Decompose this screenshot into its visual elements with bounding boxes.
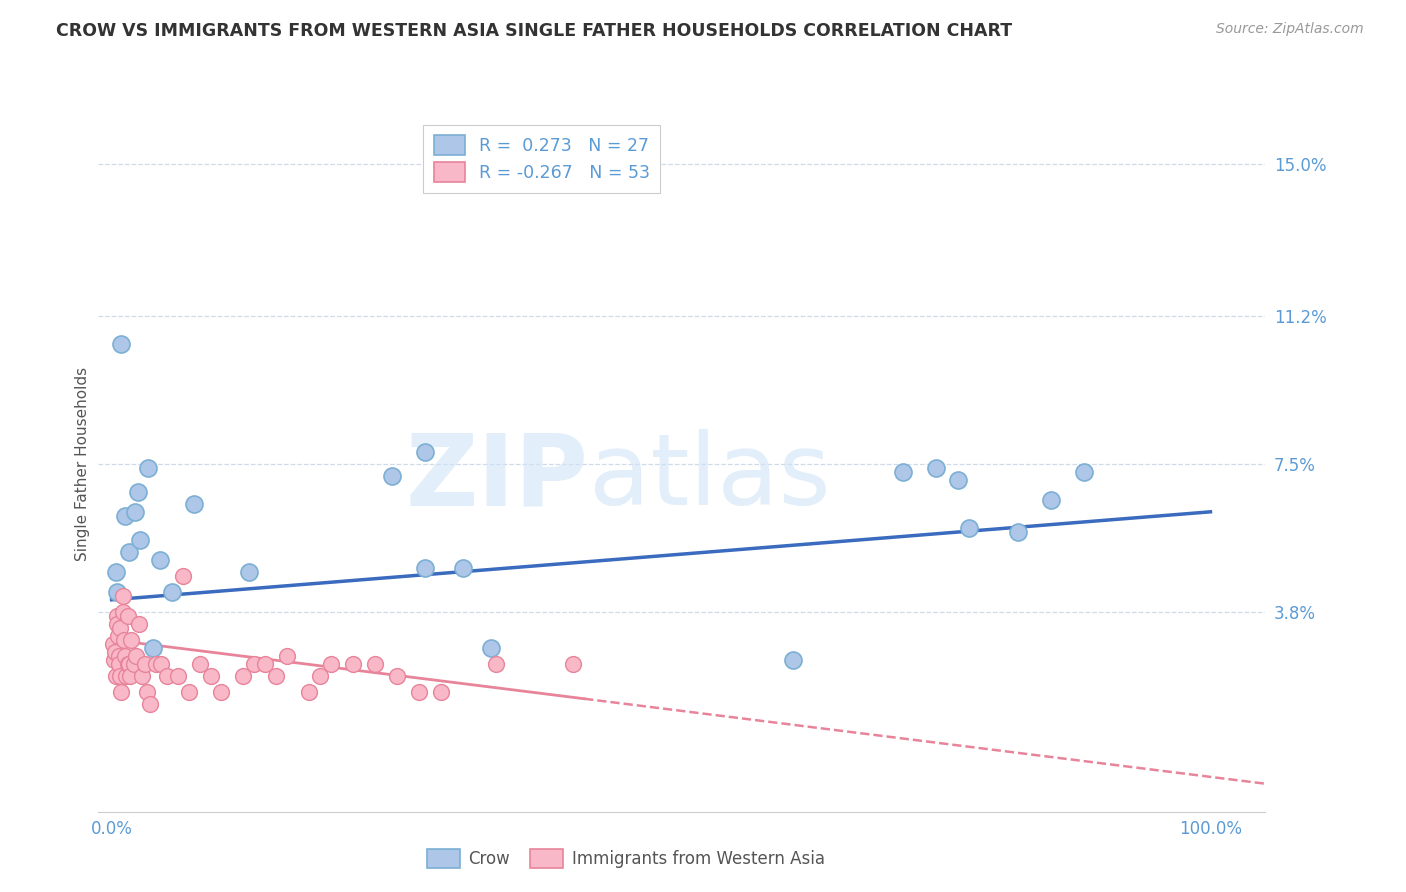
Point bbox=[124, 505, 146, 519]
Point bbox=[160, 584, 183, 599]
Point bbox=[413, 445, 436, 459]
Point bbox=[108, 657, 131, 671]
Point bbox=[117, 657, 139, 671]
Point bbox=[321, 657, 343, 671]
Point bbox=[105, 565, 128, 579]
Point bbox=[131, 669, 153, 683]
Text: atlas: atlas bbox=[589, 429, 830, 526]
Point bbox=[1040, 492, 1063, 507]
Point bbox=[925, 460, 948, 475]
Point bbox=[211, 685, 233, 699]
Point bbox=[117, 608, 139, 623]
Point bbox=[155, 669, 177, 683]
Point bbox=[120, 669, 142, 683]
Point bbox=[115, 669, 138, 683]
Point bbox=[110, 337, 132, 351]
Text: ZIP: ZIP bbox=[406, 429, 589, 526]
Point bbox=[254, 657, 277, 671]
Point bbox=[413, 561, 436, 575]
Point bbox=[342, 657, 364, 671]
Point bbox=[309, 669, 332, 683]
Point bbox=[103, 653, 125, 667]
Point bbox=[110, 685, 132, 699]
Point bbox=[177, 685, 200, 699]
Point bbox=[430, 685, 453, 699]
Point bbox=[105, 616, 128, 631]
Point bbox=[118, 657, 141, 671]
Point bbox=[276, 648, 298, 663]
Point bbox=[105, 669, 128, 683]
Point bbox=[108, 648, 131, 663]
Point bbox=[188, 657, 211, 671]
Point bbox=[145, 657, 167, 671]
Point bbox=[122, 657, 145, 671]
Y-axis label: Single Father Households: Single Father Households bbox=[75, 367, 90, 561]
Point bbox=[891, 465, 914, 479]
Point bbox=[266, 669, 288, 683]
Point bbox=[485, 657, 508, 671]
Point bbox=[110, 669, 132, 683]
Point bbox=[1007, 524, 1029, 539]
Point bbox=[112, 632, 135, 647]
Point bbox=[364, 657, 387, 671]
Point bbox=[128, 616, 150, 631]
Point bbox=[562, 657, 585, 671]
Point bbox=[238, 565, 260, 579]
Point bbox=[387, 669, 409, 683]
Point bbox=[183, 497, 205, 511]
Point bbox=[139, 697, 162, 711]
Point bbox=[104, 645, 127, 659]
Point bbox=[107, 629, 129, 643]
Point bbox=[946, 473, 969, 487]
Point bbox=[1073, 465, 1095, 479]
Point bbox=[101, 637, 124, 651]
Point bbox=[150, 657, 173, 671]
Point bbox=[172, 569, 194, 583]
Point bbox=[957, 521, 980, 535]
Point bbox=[114, 648, 136, 663]
Point bbox=[479, 640, 502, 655]
Point bbox=[381, 468, 404, 483]
Legend: R =  0.273   N = 27, R = -0.267   N = 53: R = 0.273 N = 27, R = -0.267 N = 53 bbox=[423, 125, 661, 193]
Point bbox=[105, 584, 128, 599]
Point bbox=[142, 640, 165, 655]
Point bbox=[200, 669, 222, 683]
Text: CROW VS IMMIGRANTS FROM WESTERN ASIA SINGLE FATHER HOUSEHOLDS CORRELATION CHART: CROW VS IMMIGRANTS FROM WESTERN ASIA SIN… bbox=[56, 22, 1012, 40]
Point bbox=[129, 533, 152, 547]
Point bbox=[782, 653, 804, 667]
Point bbox=[166, 669, 188, 683]
Legend: Crow, Immigrants from Western Asia: Crow, Immigrants from Western Asia bbox=[420, 842, 831, 875]
Point bbox=[408, 685, 430, 699]
Point bbox=[232, 669, 254, 683]
Point bbox=[298, 685, 321, 699]
Text: Source: ZipAtlas.com: Source: ZipAtlas.com bbox=[1216, 22, 1364, 37]
Point bbox=[118, 545, 141, 559]
Point bbox=[120, 632, 142, 647]
Point bbox=[111, 605, 134, 619]
Point bbox=[110, 621, 132, 635]
Point bbox=[451, 561, 474, 575]
Point bbox=[114, 508, 136, 523]
Point bbox=[111, 589, 134, 603]
Point bbox=[149, 553, 172, 567]
Point bbox=[243, 657, 266, 671]
Point bbox=[134, 657, 156, 671]
Point bbox=[127, 484, 149, 499]
Point bbox=[135, 685, 157, 699]
Point bbox=[136, 460, 159, 475]
Point bbox=[105, 608, 128, 623]
Point bbox=[125, 648, 148, 663]
